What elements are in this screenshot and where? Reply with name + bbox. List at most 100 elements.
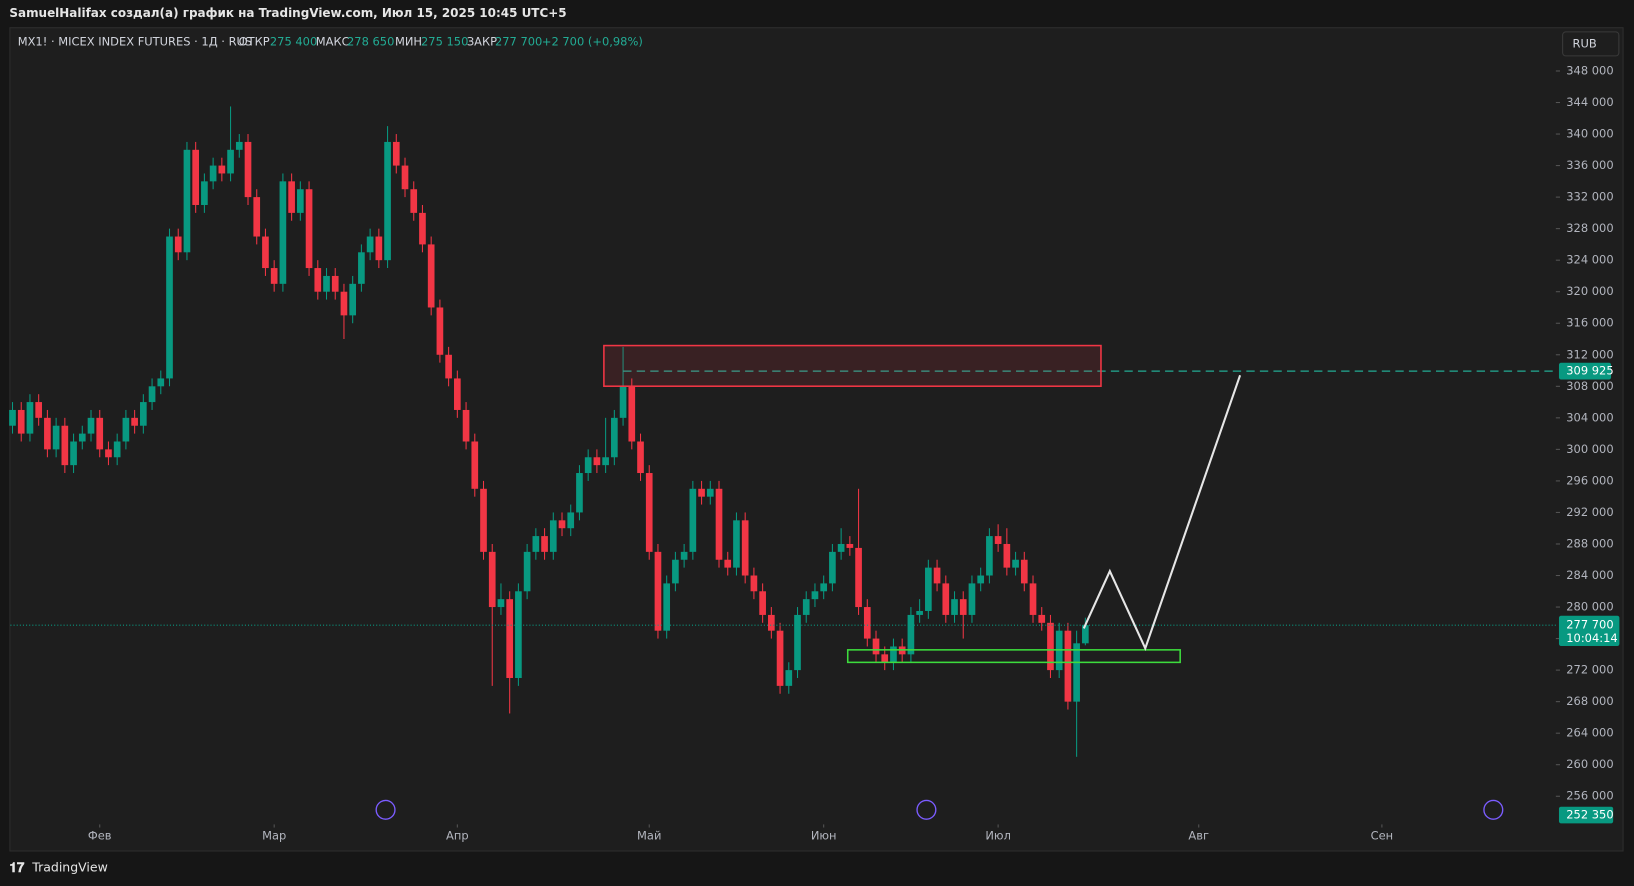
- candle-body: [401, 165, 409, 190]
- candle-body: [262, 236, 269, 269]
- candle-body: [637, 441, 644, 474]
- event-icon[interactable]: [1483, 799, 1504, 820]
- candle-body: [44, 417, 51, 450]
- candle-body: [140, 402, 147, 426]
- candle-body: [497, 599, 505, 608]
- candle-body: [323, 275, 330, 292]
- candle-body: [427, 244, 435, 308]
- y-tick-label: 336 000: [1566, 158, 1613, 172]
- candle-body: [846, 543, 854, 548]
- x-tick-label: Мар: [262, 828, 286, 842]
- candle-body: [759, 591, 766, 615]
- candle-body: [375, 236, 383, 261]
- candle-body: [785, 670, 793, 686]
- y-tick-label: 260 000: [1566, 757, 1613, 771]
- candle-body: [61, 425, 69, 466]
- candle-body: [829, 551, 836, 584]
- scale-low-box: [1558, 806, 1614, 824]
- author-line: SamuelHalifax создал(а) график на Tradin…: [9, 6, 566, 20]
- candle-body: [35, 402, 43, 418]
- candle-body: [270, 268, 278, 284]
- candle-body: [619, 386, 627, 418]
- low-value: 275 150: [421, 34, 468, 48]
- candle-body: [1020, 559, 1028, 584]
- candle-body: [454, 378, 461, 410]
- legend: MX1! · MICEX INDEX FUTURES · 1Д · RUS ОТ…: [18, 34, 643, 48]
- y-tick-label: 312 000: [1566, 347, 1613, 361]
- candle-body: [462, 409, 470, 442]
- candle-body: [611, 417, 618, 458]
- y-tick-label: 324 000: [1566, 253, 1613, 267]
- candle-body: [87, 417, 95, 434]
- event-icon[interactable]: [916, 799, 937, 820]
- candle-body: [558, 520, 566, 529]
- last-price-box: [1558, 615, 1620, 647]
- y-tick-label: 320 000: [1566, 284, 1613, 298]
- candle-body: [297, 189, 304, 213]
- high-value: 278 650: [347, 34, 394, 48]
- candle-body: [977, 575, 985, 584]
- candle-body: [314, 268, 322, 292]
- y-tick-label: 348 000: [1566, 63, 1613, 77]
- y-tick-label: 284 000: [1566, 568, 1613, 582]
- candle-body: [488, 551, 496, 608]
- candle-body: [768, 614, 775, 631]
- candle-body: [672, 559, 679, 584]
- candle-body: [218, 165, 226, 174]
- candle-body: [288, 181, 295, 213]
- candle-body: [392, 141, 400, 166]
- candle-body: [1073, 643, 1080, 702]
- y-tick-label: 304 000: [1566, 410, 1613, 424]
- candle-body: [244, 141, 252, 198]
- currency-button[interactable]: [1562, 31, 1620, 57]
- event-icons: [375, 799, 1504, 820]
- candle-body: [349, 283, 357, 316]
- currency[interactable]: RUB: [1573, 36, 1597, 50]
- candle-body: [305, 189, 313, 269]
- candle-body: [340, 291, 348, 316]
- open-label: ОТКР: [239, 34, 270, 48]
- last-price-label: 277 700: [1566, 618, 1613, 632]
- candle-body: [837, 543, 845, 552]
- scale-low-label: 252 350: [1566, 808, 1613, 822]
- candle-body: [942, 583, 950, 615]
- candle-body: [776, 630, 784, 686]
- candle-body: [253, 197, 261, 237]
- candle-body: [724, 559, 732, 568]
- candle-body: [166, 236, 173, 379]
- event-icon[interactable]: [375, 799, 396, 820]
- candle-body: [986, 536, 993, 576]
- y-tick-label: 256 000: [1566, 789, 1613, 803]
- candle-body: [733, 520, 740, 568]
- candle-body: [968, 583, 976, 615]
- candle-body: [9, 409, 16, 426]
- candle-body: [890, 646, 897, 663]
- candle-body: [235, 141, 243, 150]
- candle-body: [1038, 614, 1046, 623]
- candle-body: [366, 236, 374, 253]
- symbol: MX1! · MICEX INDEX FUTURES · 1Д · RUS: [18, 34, 253, 48]
- candle-body: [680, 551, 688, 560]
- candle-body: [933, 567, 941, 584]
- candle-body: [436, 307, 444, 355]
- candle-body: [358, 252, 365, 284]
- candle-body: [951, 599, 958, 615]
- candle-body: [959, 599, 967, 615]
- x-tick-label: Фев: [88, 828, 112, 842]
- support-zone: [846, 649, 1181, 664]
- candle-body: [192, 149, 200, 205]
- candle-body: [741, 520, 749, 576]
- y-tick-label: 280 000: [1566, 600, 1613, 614]
- candle-body: [706, 488, 714, 497]
- candle-body: [925, 567, 932, 611]
- candle-body: [445, 354, 452, 379]
- brand: TradingView: [31, 860, 108, 875]
- candle-body: [26, 402, 34, 434]
- candle-body: [584, 457, 592, 474]
- candle-body: [201, 181, 208, 205]
- candle-body: [174, 236, 182, 253]
- candle-body: [331, 275, 339, 292]
- candle-body: [279, 181, 287, 284]
- y-tick-label: 308 000: [1566, 379, 1613, 393]
